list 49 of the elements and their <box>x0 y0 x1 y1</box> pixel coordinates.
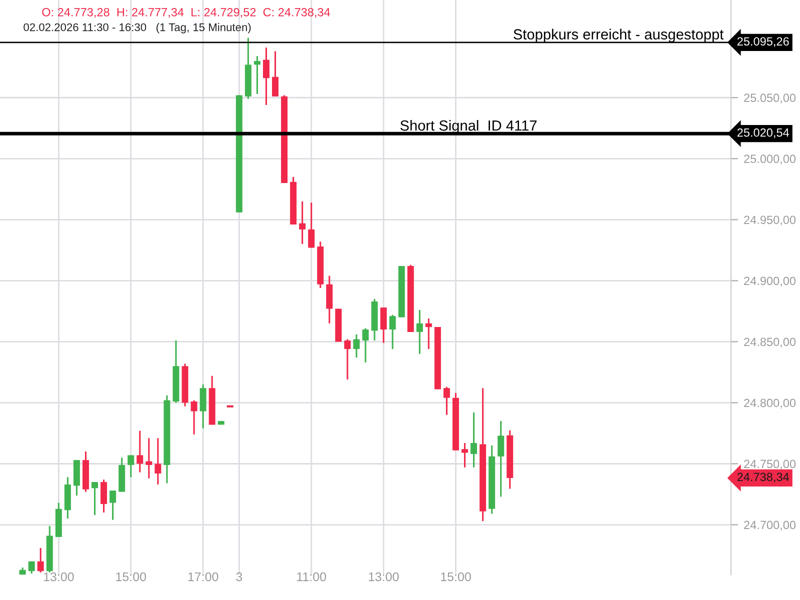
text: 02.02.2026 11:30 - 16:30 (1 Tag, 15 Minuten) <box>24 23 251 34</box>
candlestick <box>389 314 396 350</box>
candlestick <box>443 386 450 416</box>
y-tick-label: 25.000,00 <box>744 154 796 164</box>
y-tick-label: 25.050,00 <box>744 94 796 104</box>
candlestick <box>28 560 35 574</box>
candlestick <box>362 328 369 364</box>
x-tick-label: 3 <box>236 572 242 582</box>
candlestick <box>190 400 198 436</box>
x-tick-label: 15:00 <box>116 572 146 582</box>
text: O: 24.773,28 H: 24.777,34 L: 24.729,52 C: 24.738,34 <box>42 8 330 18</box>
candlestick <box>353 334 360 358</box>
candlestick <box>272 50 278 98</box>
annotation: Stoppkurs erreicht - ausgestoppt <box>514 28 724 42</box>
y-tick-label: 24.900,00 <box>744 276 796 286</box>
candlestick <box>200 384 206 430</box>
candlestick <box>100 478 108 514</box>
candlestick <box>344 338 351 380</box>
candlestick <box>498 420 504 498</box>
annotation: Short Signal ID 4117 <box>400 120 537 134</box>
candlestick <box>380 306 387 344</box>
candlestick <box>136 430 144 474</box>
candlestick <box>308 202 315 249</box>
candlestick <box>462 442 468 468</box>
x-tick-label: 13:00 <box>44 572 74 582</box>
candlestick <box>425 318 432 350</box>
candlestick <box>92 481 98 516</box>
candlestick <box>128 454 134 478</box>
ref-line-label: 25.095,26 <box>737 37 789 47</box>
candlestick <box>37 547 44 574</box>
y-tick-label: 24.700,00 <box>744 520 796 531</box>
candlestick <box>154 437 162 486</box>
ref-line-label: 25.020,54 <box>737 128 790 138</box>
x-tick-label: 13:00 <box>368 572 399 582</box>
y-tick-label: 24.750,00 <box>744 460 796 470</box>
y-tick-label: 24.850,00 <box>744 338 796 348</box>
y-tick-label: 24.950,00 <box>744 216 796 226</box>
candlestick <box>299 200 306 245</box>
candlestick <box>262 46 270 106</box>
candlestick <box>254 55 260 95</box>
candlestick <box>146 437 152 480</box>
text: 24.738,34 <box>737 472 790 483</box>
x-tick-label: 11:00 <box>297 572 326 582</box>
x-tick-label: 15:00 <box>441 572 471 582</box>
candlestick <box>110 490 116 521</box>
candlestick <box>416 309 423 355</box>
x-tick-label: 17:00 <box>188 572 218 582</box>
y-tick-label: 24.800,00 <box>744 398 796 409</box>
candlestick <box>470 412 478 468</box>
